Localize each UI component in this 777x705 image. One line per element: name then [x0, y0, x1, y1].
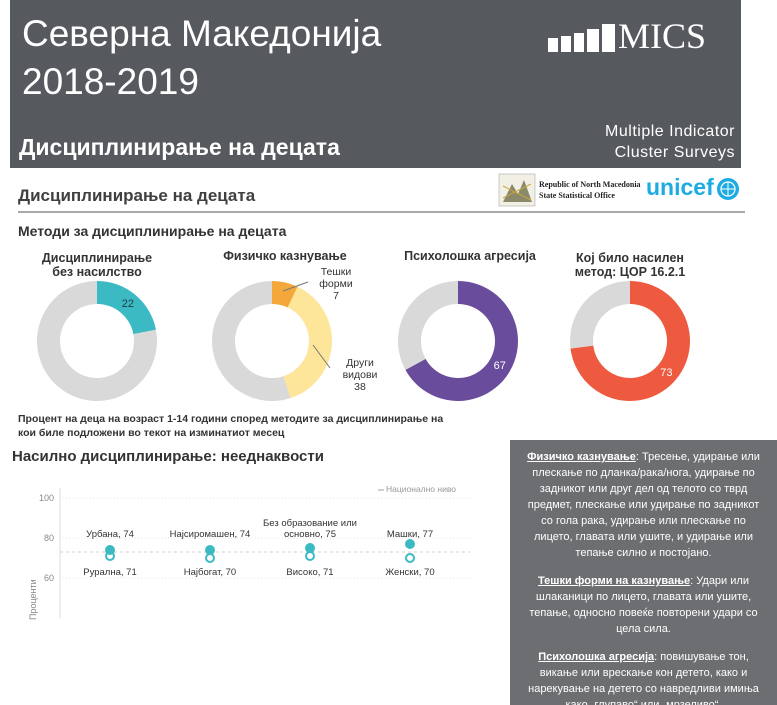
donut-title-line: Дисциплинирање: [41, 251, 153, 265]
dot-top: [405, 539, 415, 549]
donut-title: Физичко казнување: [200, 249, 370, 263]
definition: Тешки форми на казнување: Удари или шлак…: [522, 573, 765, 637]
tagline-line: Cluster Surveys: [614, 144, 735, 161]
group-top-label: Најсиромашен, 74: [169, 529, 251, 540]
header-subtitle: Дисциплинирање на децата: [19, 134, 340, 160]
tagline: Multiple Indicator Cluster Surveys: [605, 121, 735, 163]
donut-title: Психолошка агресија: [385, 249, 555, 263]
title-line: 2018-2019: [22, 61, 199, 102]
methods-title: Методи за дисциплинирање на децата: [18, 223, 287, 239]
dot-bottom: [205, 553, 215, 563]
segment-value: 73: [660, 367, 673, 380]
definition-term: Тешки форми на казнување: [538, 575, 691, 587]
header-title: Северна Македонија 2018-2019: [22, 10, 381, 106]
donut-title-line: Кој било насилен: [576, 251, 684, 265]
unicef-logo: unicef: [646, 174, 714, 200]
logo-text: MICS: [618, 16, 707, 56]
definition: Физичко казнување: Тресење, удирање или …: [522, 449, 765, 561]
dot-top: [205, 545, 215, 555]
leader-line: [312, 344, 331, 369]
group-bottom-label: Женски, 70: [385, 567, 435, 578]
definition-text: : повишување тон, викање или врескање ко…: [528, 651, 759, 705]
donut-segment: [283, 286, 332, 399]
office-line: State Statistical Office: [539, 191, 615, 200]
dot-top: [305, 543, 315, 553]
group-bottom-label: Рурална, 71: [83, 567, 137, 578]
donut-title-line: без насилство: [52, 265, 142, 279]
dot-bottom: [405, 553, 415, 563]
unicef-globe: [717, 178, 739, 200]
office-name: Republic of North Macedonia State Statist…: [539, 179, 641, 201]
segment-label: Тешки форми 7: [312, 266, 360, 302]
donut-title-line: Психолошка агресија: [404, 249, 536, 263]
donut-rest: [37, 281, 157, 401]
definition-text: : Удари или шлаканици по лицето, главата…: [529, 575, 758, 635]
segment-name: Други видови: [342, 357, 378, 381]
group-bottom-label: Високо, 71: [286, 567, 334, 578]
donut-rest: [212, 281, 291, 401]
dot-bottom: [305, 551, 315, 561]
inequalities-title: Насилно дисциплинирање: нееднаквости: [12, 448, 324, 465]
group-top-label: Урбана, 74: [86, 529, 134, 540]
definition-term: Физичко казнување: [527, 451, 636, 463]
segment-value: 7: [333, 290, 339, 302]
office-line: Republic of North Macedonia: [539, 180, 641, 189]
donut-title-line: Физичко казнување: [223, 249, 347, 263]
donut-segment: [405, 281, 519, 402]
segment-name: Тешки форми: [319, 266, 353, 290]
tagline-line: Multiple Indicator: [605, 123, 735, 140]
donut-rest: [570, 281, 630, 349]
methods-note: Процент на деца на возраст 1-14 години с…: [18, 413, 444, 439]
segment-value: 38: [354, 381, 366, 393]
y-axis-label: Проценти: [28, 579, 38, 620]
y-tick-label: 80: [43, 533, 54, 543]
legend-label: Национално ниво: [386, 484, 456, 494]
group-bottom-label: Најбогат, 70: [183, 567, 237, 578]
group-top-label: Машки, 77: [386, 529, 434, 540]
donut-title: Кој било насилен метод: ЦОР 16.2.1: [545, 251, 715, 279]
donut-segment: [570, 281, 691, 401]
definition-term: Психолошка агресија: [538, 651, 655, 663]
section-title: Дисциплинирање на децата: [18, 186, 256, 205]
header-band: [10, 0, 741, 168]
mics-icon: [548, 24, 615, 52]
title-line: Северна Македонија: [22, 13, 382, 54]
donut-segment: [97, 281, 156, 335]
dot-top: [105, 545, 115, 555]
definition-text: : Тресење, удирање или плескање по дланк…: [527, 451, 760, 559]
y-tick-label: 60: [43, 573, 54, 583]
y-tick-label: 100: [38, 493, 54, 503]
definitions-panel: Физичко казнување: Тресење, удирање или …: [510, 440, 777, 705]
definition: Психолошка агресија: повишување тон, вик…: [522, 649, 765, 705]
segment-label: Други видови 38: [336, 357, 384, 393]
donut-title-line: метод: ЦОР 16.2.1: [574, 265, 686, 279]
office-emblem: [498, 173, 536, 207]
group-top-label: Без образование или основно, 75: [263, 518, 357, 540]
leader-line: [282, 281, 309, 292]
segment-value: 67: [493, 359, 506, 372]
donut-rest: [397, 281, 458, 370]
donut-title: Дисциплинирање без насилство: [12, 251, 182, 279]
segment-value: 22: [121, 297, 135, 310]
